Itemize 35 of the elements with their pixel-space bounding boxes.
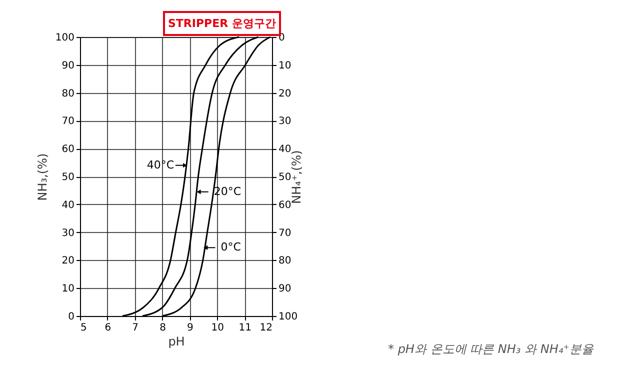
y-tick-label: 40 xyxy=(62,200,74,211)
y2-axis-title: NH₄⁺,(%) xyxy=(290,150,304,204)
y2-tick-label: 60 xyxy=(278,200,292,211)
y-axis-title: NH₃,(%) xyxy=(35,153,50,201)
x-tick-label: 7 xyxy=(132,322,139,334)
y2-tick-label: 10 xyxy=(278,60,292,72)
y2-tick-label: 80 xyxy=(278,256,292,267)
x-axis-title: pH xyxy=(168,334,185,348)
x-tick-label: 9 xyxy=(187,322,194,334)
x-tick-label: 10 xyxy=(211,322,224,334)
annotation: 0°C xyxy=(220,240,242,254)
y2-tick-label: 100 xyxy=(278,312,298,322)
y2-tick-label: 40 xyxy=(278,144,292,156)
x-tick-label: 8 xyxy=(160,322,166,334)
y-tick-label: 50 xyxy=(62,172,74,183)
x-tick-label: 6 xyxy=(104,322,112,334)
y2-tick-label: 90 xyxy=(278,284,292,295)
text: * pH와 온도에 따른 NH₃ 와 NH₄⁺분율 xyxy=(388,341,594,358)
y-tick-label: 90 xyxy=(62,60,74,72)
y-tick-label: 10 xyxy=(62,284,74,295)
x-tick-label: 11 xyxy=(238,322,252,334)
y-tick-label: 100 xyxy=(55,32,74,44)
y2-tick-label: 70 xyxy=(278,228,292,239)
y-tick-label: 60 xyxy=(62,144,74,156)
y-tick-label: 0 xyxy=(68,312,74,322)
y-tick-label: 30 xyxy=(62,228,74,239)
y-tick-label: 20 xyxy=(62,256,74,267)
y-tick-label: 70 xyxy=(62,116,74,128)
y2-tick-label: 50 xyxy=(278,172,292,183)
x-tick-label: 12 xyxy=(260,322,272,334)
y-tick-label: 80 xyxy=(62,88,74,100)
y2-tick-label: 20 xyxy=(278,88,292,100)
text: STRIPPER 운영구간 xyxy=(168,17,276,30)
x-tick-label: 5 xyxy=(80,322,87,334)
y2-tick-label: 30 xyxy=(278,116,292,128)
